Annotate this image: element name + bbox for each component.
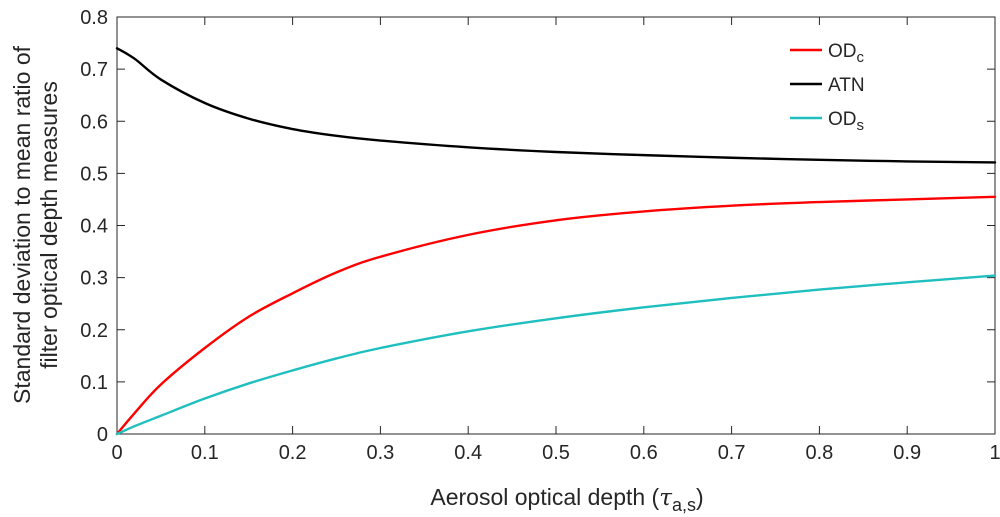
x-tick-label: 0.2 <box>279 442 307 464</box>
x-tick-label: 0.9 <box>893 442 921 464</box>
series-line-atn <box>115 47 997 164</box>
legend-entry-odc: ODc <box>790 41 865 66</box>
y-axis-label-line2: filter optical depth measures <box>36 81 62 369</box>
x-tick-label: 0.7 <box>718 442 746 464</box>
x-tick-label: 0.5 <box>542 442 570 464</box>
y-tick-label: 0.5 <box>80 163 108 185</box>
x-tick-label: 0.6 <box>630 442 658 464</box>
legend-label: ATN <box>828 75 865 96</box>
y-tick-label: 0.8 <box>80 7 108 29</box>
series-line-odc <box>115 195 997 436</box>
x-tick-label: 0.3 <box>366 442 394 464</box>
x-tick-label: 1 <box>989 442 1000 464</box>
legend-label: ODc <box>828 41 865 66</box>
legend: ODc ATN ODs <box>790 41 865 134</box>
y-tick-label: 0.7 <box>80 59 108 81</box>
legend-label: ODs <box>828 109 864 134</box>
legend-entry-ods: ODs <box>790 109 864 134</box>
x-tick-label: 0.4 <box>454 442 482 464</box>
x-axis: 0 0.1 0.2 0.3 0.4 0.5 0.6 0.7 0.8 0.9 1 <box>111 17 1000 464</box>
y-axis-label: Standard deviation to mean ratio of filt… <box>9 45 62 404</box>
series-layer <box>115 47 997 436</box>
y-tick-label: 0.4 <box>80 216 108 238</box>
y-tick-label: 0.3 <box>80 268 108 290</box>
x-tick-label: 0.1 <box>191 442 219 464</box>
x-axis-label: Aerosol optical depth (τa,s) <box>430 484 703 515</box>
legend-entry-atn: ATN <box>790 75 865 96</box>
y-tick-label: 0.6 <box>80 111 108 133</box>
y-tick-label: 0 <box>97 424 108 446</box>
series-line-ods <box>115 274 997 436</box>
x-tick-label: 0 <box>111 442 122 464</box>
y-axis-label-line1: Standard deviation to mean ratio of <box>9 45 35 404</box>
y-tick-label: 0.2 <box>80 320 108 342</box>
y-tick-label: 0.1 <box>80 372 108 394</box>
y-axis: 0 0.1 0.2 0.3 0.4 0.5 0.6 0.7 0.8 <box>80 7 995 446</box>
x-tick-label: 0.8 <box>805 442 833 464</box>
